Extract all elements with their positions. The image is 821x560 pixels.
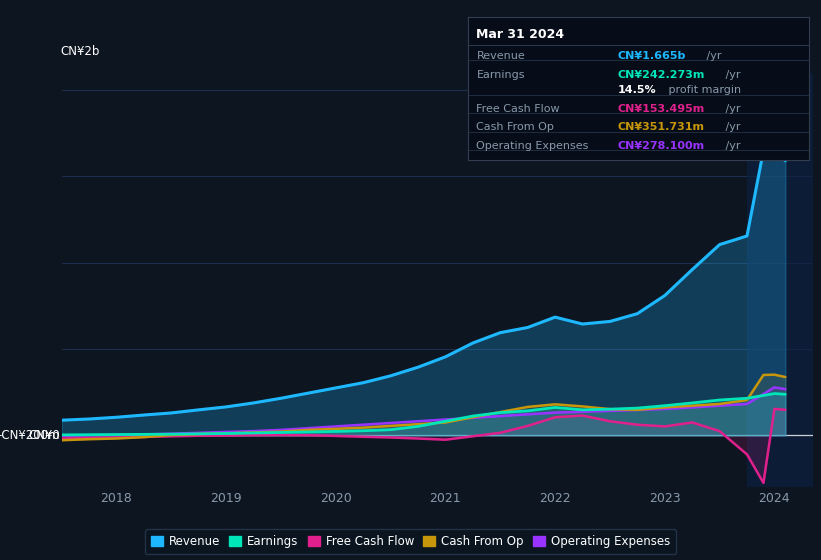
Text: /yr: /yr [704, 51, 722, 61]
Text: 14.5%: 14.5% [618, 85, 657, 95]
Text: Mar 31 2024: Mar 31 2024 [476, 28, 565, 41]
Text: -CN¥200m: -CN¥200m [0, 429, 60, 442]
Text: /yr: /yr [722, 141, 741, 151]
Text: CN¥1.665b: CN¥1.665b [618, 51, 686, 61]
Text: CN¥351.731m: CN¥351.731m [618, 123, 705, 133]
Legend: Revenue, Earnings, Free Cash Flow, Cash From Op, Operating Expenses: Revenue, Earnings, Free Cash Flow, Cash … [145, 529, 676, 554]
Text: CN¥2b: CN¥2b [60, 45, 99, 58]
Text: Revenue: Revenue [476, 51, 525, 61]
Text: /yr: /yr [722, 69, 741, 80]
Text: CN¥278.100m: CN¥278.100m [618, 141, 705, 151]
Text: CN¥242.273m: CN¥242.273m [618, 69, 705, 80]
Text: Earnings: Earnings [476, 69, 525, 80]
Text: Cash From Op: Cash From Op [476, 123, 554, 133]
Text: /yr: /yr [722, 104, 741, 114]
Text: CN¥0: CN¥0 [28, 429, 60, 442]
Text: Free Cash Flow: Free Cash Flow [476, 104, 560, 114]
Text: CN¥153.495m: CN¥153.495m [618, 104, 705, 114]
Text: Operating Expenses: Operating Expenses [476, 141, 589, 151]
Bar [747, 73, 813, 487]
Text: /yr: /yr [722, 123, 741, 133]
Text: profit margin: profit margin [665, 85, 741, 95]
